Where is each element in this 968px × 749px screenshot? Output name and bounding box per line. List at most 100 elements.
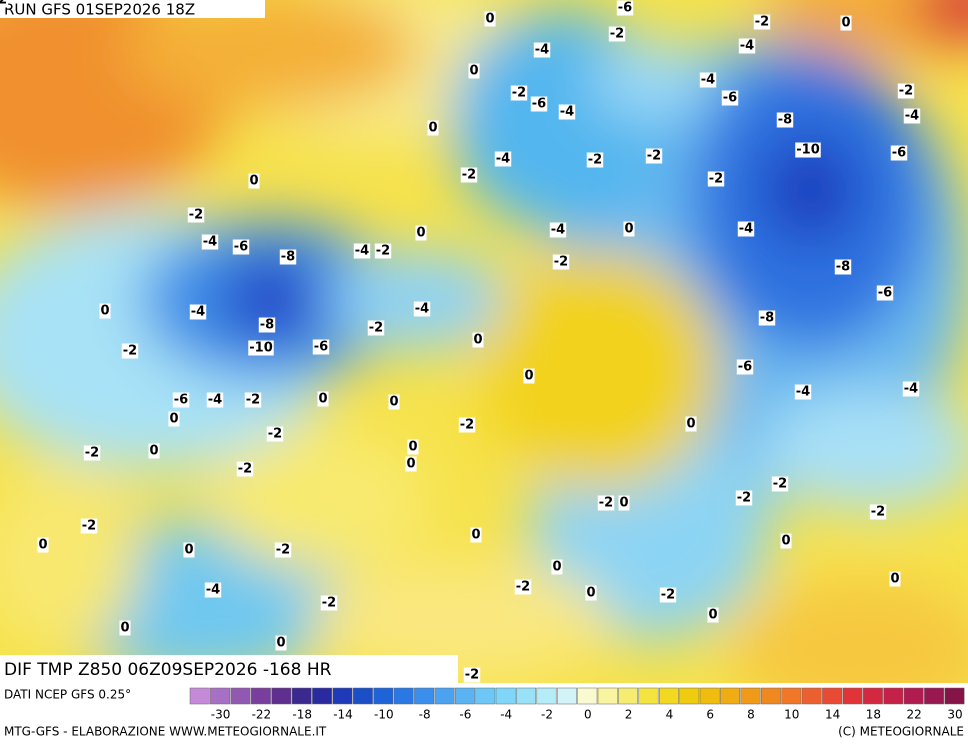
contour-label: -6 <box>314 340 328 355</box>
contour-label-bg <box>876 285 894 301</box>
colorbar-tick-label: 8 <box>747 708 755 722</box>
contour-label: 0 <box>184 543 193 558</box>
contour-label-bg <box>312 339 330 355</box>
contour-label-bg <box>201 234 219 250</box>
map-field <box>0 0 968 683</box>
contour-label: -4 <box>206 583 220 598</box>
contour-label-bg <box>244 392 262 408</box>
color-box <box>414 687 435 705</box>
contour-label-bg <box>494 151 512 167</box>
contour-label-bg <box>405 456 417 472</box>
contour-label-bg <box>758 310 776 326</box>
contour-label: 0 <box>318 392 327 407</box>
color-box <box>454 687 475 705</box>
contour-label-bg <box>484 11 496 27</box>
color-box <box>556 687 577 705</box>
colorbar-tick-label: 4 <box>666 708 674 722</box>
contour-label-bg <box>183 542 195 558</box>
contour-label-bg <box>597 495 615 511</box>
contour-label: 0 <box>619 496 628 511</box>
contour-label-bg <box>266 426 284 442</box>
contour-label-bg <box>685 416 697 432</box>
contour-label: -2 <box>588 153 602 168</box>
colorbar-tick-label: 6 <box>706 708 714 722</box>
color-box <box>842 687 863 705</box>
contour-label: -4 <box>551 223 565 238</box>
color-box <box>291 687 312 705</box>
color-box <box>658 687 679 705</box>
contour-label: -8 <box>760 311 774 326</box>
contour-label-bg <box>736 359 754 375</box>
contour-label-bg <box>771 476 789 492</box>
contour-label-bg <box>413 301 431 317</box>
contour-label: -4 <box>496 152 510 167</box>
contour-label: -2 <box>610 27 624 42</box>
contour-label: 0 <box>408 440 417 455</box>
color-box <box>373 687 394 705</box>
map-title: DIF TMP Z850 06Z09SEP2026 -168 HR <box>4 660 332 680</box>
contour-label: -4 <box>701 73 715 88</box>
contour-label-bg <box>890 145 908 161</box>
contour-label-bg <box>889 571 901 587</box>
color-box <box>862 687 883 705</box>
contour-label: 0 <box>428 121 437 136</box>
contour-label-bg <box>795 142 821 158</box>
color-box <box>597 687 618 705</box>
contour-label: 0 <box>100 304 109 319</box>
contour-label-bg <box>514 579 532 595</box>
contour-label-bg <box>279 249 297 265</box>
contour-label: 0 <box>841 16 850 31</box>
contour-label: 0 <box>890 572 899 587</box>
contour-label: -2 <box>899 84 913 99</box>
contour-label-bg <box>659 587 677 603</box>
colorbar-tick-label: -22 <box>252 708 272 722</box>
contour-label: -2 <box>661 588 675 603</box>
contour-label-bg <box>83 445 101 461</box>
contour-label-bg <box>236 461 254 477</box>
contour-label-bg <box>608 26 626 42</box>
contour-label: -6 <box>738 360 752 375</box>
contour-label: 0 <box>485 12 494 27</box>
contour-label-bg <box>707 171 725 187</box>
color-box <box>618 687 639 705</box>
contour-label: -2 <box>737 491 751 506</box>
contour-label: 0 <box>169 412 178 427</box>
colorbar-tick-label: 18 <box>866 708 881 722</box>
contour-label: -8 <box>836 260 850 275</box>
color-box <box>720 687 741 705</box>
contour-label-bg <box>472 332 484 348</box>
color-box <box>883 687 904 705</box>
contour-label-bg <box>258 317 276 333</box>
contour-label-bg <box>616 0 634 16</box>
contour-label-bg <box>99 303 111 319</box>
copyright-label: (C) METEOGIORNALE <box>838 725 964 739</box>
contour-label-bg <box>374 243 392 259</box>
contour-label: -10 <box>796 143 820 158</box>
contour-label: -6 <box>878 286 892 301</box>
contour-label: -2 <box>0 0 7 8</box>
contour-label-bg <box>707 607 719 623</box>
contour-label-bg <box>148 443 160 459</box>
color-box <box>271 687 292 705</box>
contour-label-bg <box>623 221 635 237</box>
color-box <box>210 687 231 705</box>
contour-label: 0 <box>624 222 633 237</box>
colorbar-tick-label: 30 <box>947 708 962 722</box>
contour-label: 0 <box>416 226 425 241</box>
contour-label-bg <box>468 63 480 79</box>
colorbar-tick-label: -14 <box>333 708 353 722</box>
contour-label: -2 <box>554 255 568 270</box>
contour-label: -2 <box>599 496 613 511</box>
contour-label-bg <box>274 542 292 558</box>
contour-label: -4 <box>355 244 369 259</box>
contour-label-bg <box>794 384 812 400</box>
contour-label: 0 <box>120 621 129 636</box>
contour-label: -4 <box>740 39 754 54</box>
contour-label-bg <box>119 620 131 636</box>
contour-label: -2 <box>512 86 526 101</box>
contour-label-bg <box>558 104 576 120</box>
colorbar-tick-label: -8 <box>419 708 431 722</box>
contour-label-bg <box>903 108 921 124</box>
contour-label: 0 <box>473 333 482 348</box>
color-box <box>944 687 965 705</box>
